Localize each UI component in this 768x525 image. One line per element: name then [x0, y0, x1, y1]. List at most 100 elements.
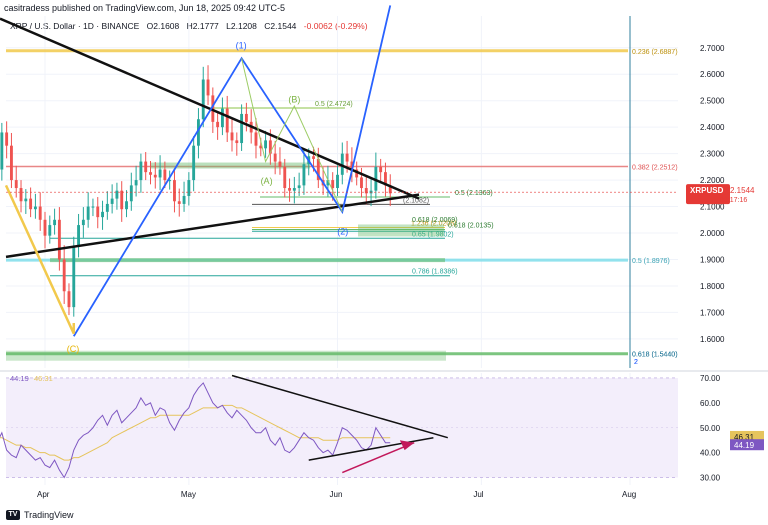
rsi-ma-line: [0, 404, 391, 461]
rsi-value-legend: 44.19: [10, 374, 29, 383]
candle-body: [149, 172, 152, 175]
wave-label: (B): [288, 95, 300, 105]
price-tick-label: 2.7000: [700, 44, 725, 53]
candle-body: [9, 145, 13, 181]
rsi-resistance-trendline: [231, 374, 448, 439]
candle-body: [388, 185, 392, 194]
fib-level-label: 0.618 (1.5440): [632, 352, 678, 359]
fib-sublevel-label: 0.786 (1.8386): [412, 269, 458, 276]
price-tick-label: 2.5000: [700, 97, 725, 106]
tradingview-logo-icon: TV: [6, 510, 20, 520]
candle-body: [187, 180, 191, 196]
candle-body: [163, 169, 167, 181]
price-chart[interactable]: 0.236 (2.6887) 0.382 (2.2512) 0.5 (1.8976)…: [0, 0, 768, 505]
candle-body: [29, 198, 33, 210]
price-tick-label: 1.6000: [700, 335, 725, 344]
candle-body: [326, 180, 330, 186]
impulse-wave-path: [73, 5, 392, 337]
candle-body: [355, 169, 359, 178]
fib-sublevel-label: 0.65 (1.9802): [412, 231, 454, 238]
candle-body: [96, 206, 100, 218]
price-badge-countdown: 09:17:16: [720, 197, 747, 204]
fib-axis-label: 0.382 (2.2512): [632, 165, 678, 172]
candle-body: [67, 291, 71, 308]
price-badge-bg: [686, 184, 730, 205]
ascending-trendline: [5, 193, 420, 259]
publisher-text: casitradess published on TradingView.com…: [4, 3, 285, 13]
candle-body: [81, 219, 85, 226]
candle-body: [43, 219, 47, 236]
candle-body: [254, 132, 258, 146]
rsi-arrow-head: [399, 440, 415, 451]
candle-body: [288, 188, 291, 191]
candle-body: [110, 198, 114, 204]
candle-body: [316, 158, 320, 181]
candle-body: [345, 153, 349, 162]
corrective-abc-path: [241, 58, 343, 213]
time-tick-label: Jul: [473, 490, 483, 499]
candle-body: [5, 132, 9, 146]
candle-body: [129, 185, 133, 202]
candle-body: [206, 79, 210, 96]
candle-body: [364, 188, 368, 194]
candle-body: [264, 140, 268, 149]
descending-trendline: [0, 17, 420, 200]
candle-body: [336, 174, 339, 189]
time-tick-label: May: [181, 490, 196, 499]
price-badge-price: 2.1544: [730, 186, 755, 195]
chart-legend: XRP / U.S. Dollar · 1D · BINANCE O2.1608…: [10, 19, 373, 33]
candle-body: [101, 211, 104, 218]
fib-axis-label: 0.5 (1.8976): [632, 258, 670, 265]
candle-body: [340, 153, 344, 175]
candle-body: [33, 206, 37, 210]
candle-body: [48, 225, 52, 236]
rsi-tick-label: 30.00: [700, 474, 721, 483]
rsi-arrow: [342, 441, 415, 474]
fib-axis-label: 0.618 (1.5440): [632, 352, 678, 359]
price-tick-label: 2.2000: [700, 176, 725, 185]
wave-label: (A): [261, 176, 273, 186]
candle-body: [158, 169, 162, 178]
price-tick-label: 2.4000: [700, 123, 725, 132]
rsi-value-badge: [730, 439, 764, 451]
wave-label: (C): [67, 344, 80, 354]
legend-close: C2.1544: [264, 21, 297, 31]
price-badge-ticker: XRPUSD: [690, 186, 724, 195]
candle-body: [134, 180, 138, 186]
rsi-value-badge-label: 44.19: [734, 441, 755, 450]
legend-open: O2.1608: [146, 21, 180, 31]
fib-sublevel-label: 0.5 (2.4724): [315, 101, 353, 108]
candle-body: [211, 95, 215, 122]
candle-body: [312, 156, 315, 159]
fib-level-label: 0.382 (2.2512): [632, 165, 678, 172]
rsi-ma-badge: [730, 430, 764, 442]
fib-band-green: [50, 258, 445, 263]
rsi-tick-label: 70.00: [700, 374, 721, 383]
demand-zone: [6, 350, 446, 361]
price-tick-label: 2.1000: [700, 203, 725, 212]
fib-axis-label: 0.236 (2.6887): [632, 49, 678, 56]
fib-sublevel-label: 1.236 (2.0208): [411, 221, 457, 228]
wave-label: (2): [337, 226, 348, 236]
candle-body: [268, 140, 272, 154]
candle-body: [331, 180, 335, 189]
candle-body: [350, 161, 354, 170]
supply-zone: [150, 162, 310, 169]
candle-body: [53, 219, 57, 226]
candle-body: [240, 113, 244, 144]
candle-body: [86, 206, 90, 220]
candle-body: [177, 201, 181, 204]
candle-body: [168, 180, 172, 182]
price-tick-label: 2.0000: [700, 229, 725, 238]
price-tick-label: 1.9000: [700, 255, 725, 264]
candle-body: [14, 180, 18, 189]
candle-body: [225, 108, 229, 133]
legend-symbol[interactable]: XRP / U.S. Dollar · 1D · BINANCE: [10, 21, 140, 31]
candle-body: [153, 174, 157, 178]
candle-body: [292, 188, 296, 191]
rsi-tick-label: 40.00: [700, 449, 721, 458]
candle-body: [173, 180, 176, 202]
candle-body: [72, 246, 76, 308]
time-tick-label: Jun: [330, 490, 343, 499]
candle-body: [197, 119, 200, 146]
